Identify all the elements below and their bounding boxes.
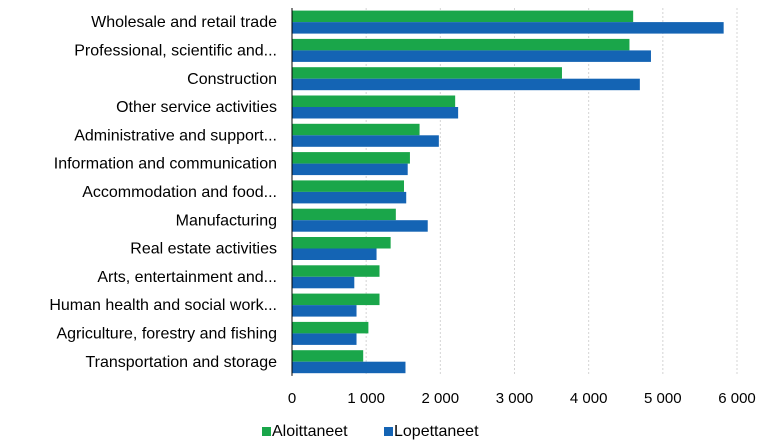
bar-aloittaneet bbox=[292, 265, 380, 277]
bar-aloittaneet bbox=[292, 237, 391, 249]
legend-label: Aloittaneet bbox=[272, 423, 348, 440]
bar-lopettaneet bbox=[292, 220, 428, 232]
bar-aloittaneet bbox=[292, 10, 634, 23]
bar-lopettaneet bbox=[292, 22, 724, 34]
legend-label: Lopettaneet bbox=[394, 423, 479, 440]
bar-lopettaneet bbox=[292, 305, 357, 317]
category-label: Professional, scientific and... bbox=[74, 42, 277, 59]
category-label: Transportation and storage bbox=[85, 354, 277, 371]
category-label: Arts, entertainment and... bbox=[97, 269, 277, 286]
bar-aloittaneet bbox=[292, 38, 630, 51]
category-label: Administrative and support... bbox=[74, 127, 277, 144]
category-label: Accommodation and food... bbox=[82, 184, 277, 201]
category-label: Information and communication bbox=[54, 156, 277, 173]
x-tick-label: 6 000 bbox=[718, 390, 756, 407]
bars bbox=[292, 10, 724, 374]
category-label: Wholesale and retail trade bbox=[91, 14, 277, 31]
x-axis: 0 1 000 2 000 3 000 4 000 5 000 6 000 bbox=[288, 8, 756, 407]
bar-aloittaneet bbox=[292, 208, 396, 221]
bar-aloittaneet bbox=[292, 67, 562, 79]
category-label: Construction bbox=[187, 71, 277, 88]
legend-swatch bbox=[384, 427, 393, 436]
x-tick-label: 3 000 bbox=[496, 390, 534, 407]
bar-lopettaneet bbox=[292, 248, 377, 260]
category-label: Other service activities bbox=[116, 99, 277, 116]
x-tick-label: 2 000 bbox=[422, 390, 460, 407]
x-tick-label: 1 000 bbox=[347, 390, 385, 407]
category-label: Agriculture, forestry and fishing bbox=[56, 325, 277, 342]
bar-lopettaneet bbox=[292, 333, 357, 345]
legend: Aloittaneet Lopettaneet bbox=[262, 423, 479, 440]
bar-lopettaneet bbox=[292, 78, 640, 91]
bar-aloittaneet bbox=[292, 180, 404, 192]
x-tick-label: 0 bbox=[288, 390, 296, 407]
bar-lopettaneet bbox=[292, 135, 439, 147]
x-tick-label: 5 000 bbox=[644, 390, 682, 407]
bar-lopettaneet bbox=[292, 361, 406, 374]
bar-aloittaneet bbox=[292, 152, 410, 164]
bar-lopettaneet bbox=[292, 276, 355, 289]
bar-lopettaneet bbox=[292, 163, 408, 176]
bar-lopettaneet bbox=[292, 107, 459, 119]
legend-swatch bbox=[262, 427, 271, 436]
bar-lopettaneet bbox=[292, 191, 407, 204]
bar-aloittaneet bbox=[292, 321, 369, 334]
bar-aloittaneet bbox=[292, 350, 364, 362]
bar-aloittaneet bbox=[292, 95, 456, 107]
category-label: Real estate activities bbox=[130, 241, 277, 258]
bar-aloittaneet bbox=[292, 123, 420, 136]
category-label: Manufacturing bbox=[176, 212, 277, 229]
bar-lopettaneet bbox=[292, 50, 651, 62]
x-tick-label: 4 000 bbox=[570, 390, 608, 407]
bar-aloittaneet bbox=[292, 293, 380, 306]
category-label: Human health and social work... bbox=[49, 297, 277, 314]
category-labels: Wholesale and retail trade Professional, … bbox=[49, 14, 277, 371]
